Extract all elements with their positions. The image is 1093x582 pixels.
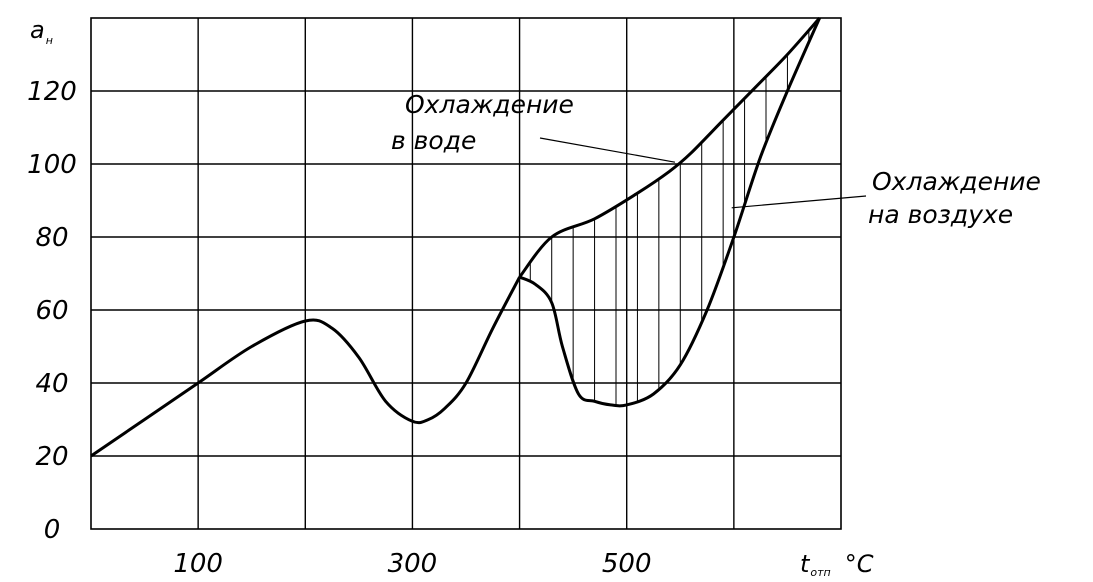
- air-label-line2: на воздухе: [868, 200, 1013, 229]
- air-cooling-curve: [518, 17, 821, 408]
- leader-lines: [539, 137, 867, 209]
- y-tick-label: 60: [35, 296, 68, 326]
- water-cooling-curve: [518, 17, 821, 279]
- y-tick-label: 0: [44, 515, 61, 545]
- x-tick-label: 500: [602, 549, 652, 579]
- y-tick-label: 120: [27, 77, 77, 107]
- grid-lines: [90, 17, 842, 530]
- water-label-line1: Охлаждение: [405, 90, 574, 119]
- water-label-line2: в воде: [391, 126, 476, 155]
- x-axis-label: tотп °C: [800, 550, 874, 579]
- x-tick-label: 300: [388, 549, 438, 579]
- air-label-line1: Охлаждение: [872, 167, 1041, 196]
- shared-curve: [90, 276, 521, 458]
- curves: [90, 17, 821, 458]
- y-tick-label: 80: [35, 223, 68, 253]
- hatched-region: [529, 30, 810, 405]
- y-tick-label: 100: [27, 150, 77, 180]
- y-tick-label: 20: [35, 442, 68, 472]
- y-tick-label: 40: [35, 369, 68, 399]
- plot-frame: [90, 17, 842, 530]
- x-tick-labels: 100 300 500: [173, 549, 651, 579]
- water-leader-line: [539, 137, 676, 163]
- y-axis-label: aн: [30, 16, 53, 47]
- y-tick-labels: 0 20 40 60 80 100 120: [27, 77, 77, 545]
- x-tick-label: 100: [173, 549, 223, 579]
- air-leader-line: [731, 195, 867, 209]
